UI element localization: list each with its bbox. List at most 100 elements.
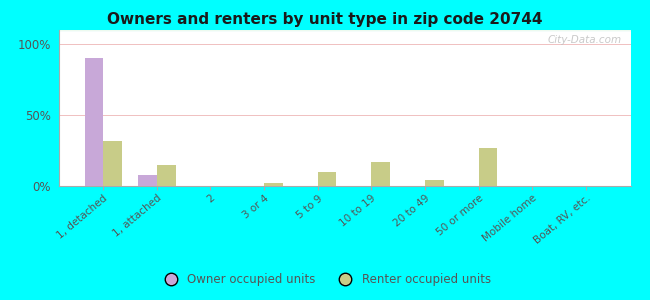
Bar: [58, 30, 630, 31]
Bar: [58, 30, 630, 31]
Bar: [58, 30, 630, 31]
Bar: [58, 31, 630, 32]
Bar: [58, 30, 630, 31]
Bar: [58, 31, 630, 32]
Bar: [58, 30, 630, 31]
Bar: [58, 30, 630, 31]
Bar: [58, 30, 630, 31]
Bar: [58, 31, 630, 32]
Bar: [58, 30, 630, 31]
Bar: [58, 30, 630, 31]
Bar: [58, 30, 630, 31]
Bar: [58, 31, 630, 32]
Bar: [58, 30, 630, 31]
Bar: [58, 31, 630, 32]
Bar: [84, 58, 103, 186]
Bar: [58, 30, 630, 31]
Bar: [58, 30, 630, 31]
Bar: [58, 30, 630, 31]
Bar: [58, 30, 630, 31]
Bar: [58, 30, 630, 31]
Bar: [58, 30, 630, 31]
Bar: [157, 165, 176, 186]
Bar: [58, 30, 630, 31]
Bar: [58, 30, 630, 31]
Bar: [58, 30, 630, 31]
Bar: [58, 30, 630, 31]
Bar: [58, 31, 630, 32]
Bar: [58, 30, 630, 31]
Bar: [58, 31, 630, 32]
Bar: [58, 31, 630, 32]
Bar: [58, 30, 630, 31]
Bar: [58, 31, 630, 32]
Bar: [58, 30, 630, 31]
Bar: [58, 31, 630, 32]
Bar: [58, 30, 630, 31]
Bar: [58, 30, 630, 31]
Bar: [58, 30, 630, 31]
Bar: [58, 30, 630, 31]
Bar: [58, 31, 630, 32]
Bar: [58, 30, 630, 31]
Bar: [58, 30, 630, 31]
Bar: [58, 30, 630, 31]
Bar: [58, 30, 630, 31]
Bar: [58, 31, 630, 32]
Bar: [58, 30, 630, 31]
Bar: [58, 30, 630, 31]
Bar: [58, 30, 630, 31]
Text: City-Data.com: City-Data.com: [548, 35, 622, 45]
Bar: [58, 30, 630, 31]
Bar: [58, 31, 630, 32]
Bar: [58, 30, 630, 31]
Bar: [58, 31, 630, 32]
Bar: [58, 31, 630, 32]
Bar: [371, 162, 390, 186]
Bar: [58, 30, 630, 31]
Bar: [58, 31, 630, 32]
Bar: [58, 30, 630, 31]
Bar: [58, 31, 630, 32]
Bar: [58, 31, 630, 32]
Text: Owners and renters by unit type in zip code 20744: Owners and renters by unit type in zip c…: [107, 12, 543, 27]
Bar: [58, 30, 630, 31]
Bar: [58, 30, 630, 31]
Bar: [58, 31, 630, 32]
Bar: [58, 30, 630, 31]
Bar: [58, 30, 630, 31]
Bar: [58, 30, 630, 31]
Bar: [58, 30, 630, 31]
Bar: [58, 30, 630, 31]
Bar: [58, 30, 630, 31]
Bar: [58, 31, 630, 32]
Bar: [58, 31, 630, 32]
Bar: [58, 30, 630, 31]
Bar: [58, 31, 630, 32]
Bar: [58, 30, 630, 31]
Bar: [318, 172, 337, 186]
Bar: [58, 30, 630, 31]
Bar: [58, 30, 630, 31]
Bar: [58, 30, 630, 31]
Bar: [58, 30, 630, 31]
Bar: [58, 31, 630, 32]
Bar: [58, 30, 630, 31]
Bar: [58, 30, 630, 31]
Bar: [58, 30, 630, 31]
Bar: [103, 141, 122, 186]
Bar: [58, 30, 630, 31]
Bar: [478, 148, 497, 186]
Bar: [58, 30, 630, 31]
Bar: [58, 30, 630, 31]
Bar: [58, 30, 630, 31]
Bar: [58, 30, 630, 31]
Bar: [58, 31, 630, 32]
Bar: [58, 31, 630, 32]
Bar: [58, 31, 630, 32]
Bar: [58, 31, 630, 32]
Bar: [58, 30, 630, 31]
Bar: [58, 31, 630, 32]
Bar: [58, 31, 630, 32]
Bar: [58, 31, 630, 32]
